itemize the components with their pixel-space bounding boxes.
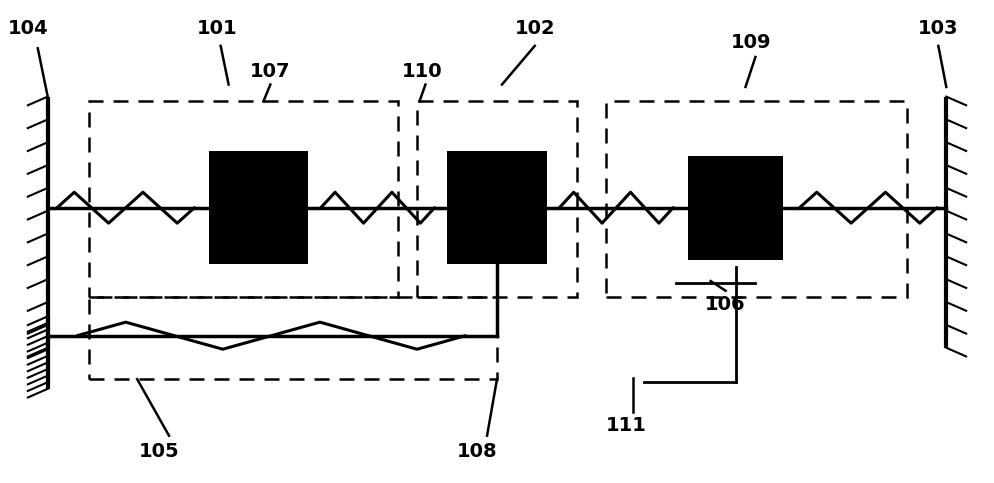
Text: 108: 108 [457,442,497,461]
Text: 109: 109 [732,33,771,52]
Text: 101: 101 [197,19,237,39]
Bar [417,101,577,297]
Text: 107: 107 [250,62,290,81]
Text: 111: 111 [605,415,647,435]
Text: 106: 106 [706,295,746,314]
Text: 110: 110 [403,62,442,81]
Text: 103: 103 [918,19,958,39]
Text: 104: 104 [8,19,48,39]
Bar [209,151,308,265]
Bar [89,297,497,379]
Bar [447,151,547,265]
Bar [606,101,907,297]
Bar [89,101,398,297]
Text: 105: 105 [139,442,179,461]
Text: 102: 102 [515,19,555,39]
Bar [689,156,783,260]
